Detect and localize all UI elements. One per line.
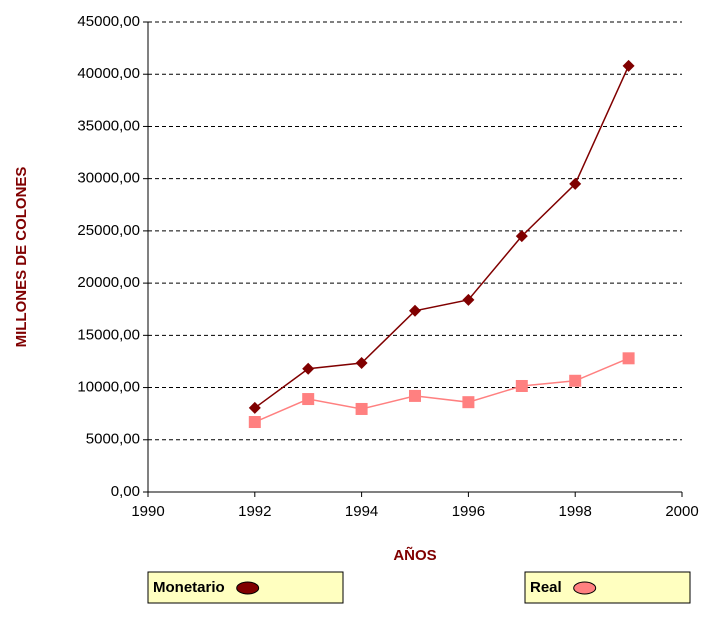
legend-label: Monetario xyxy=(153,579,225,596)
y-tick-label: 15000,00 xyxy=(77,326,140,343)
marker xyxy=(462,293,475,306)
x-axis-label: AÑOS xyxy=(393,546,436,564)
x-tick-label: 2000 xyxy=(665,503,698,520)
marker xyxy=(569,374,582,387)
legend-marker xyxy=(236,581,260,595)
legend-label: Real xyxy=(530,579,562,596)
marker xyxy=(515,379,528,392)
marker xyxy=(409,389,421,402)
x-tick-label: 1998 xyxy=(559,503,592,520)
marker xyxy=(248,416,261,429)
series-line xyxy=(254,65,630,409)
marker xyxy=(515,230,528,243)
marker xyxy=(622,352,635,365)
y-tick-label: 45000,00 xyxy=(77,13,140,30)
y-tick-label: 40000,00 xyxy=(77,65,140,82)
marker xyxy=(355,402,368,415)
y-tick-label: 10000,00 xyxy=(77,379,140,396)
marker xyxy=(622,59,635,72)
y-tick-label: 25000,00 xyxy=(77,222,140,239)
marker xyxy=(409,304,421,317)
x-tick-label: 1996 xyxy=(452,503,485,520)
marker xyxy=(462,396,475,409)
marker xyxy=(302,362,315,375)
series-line xyxy=(254,357,629,423)
marker xyxy=(248,401,261,414)
legend-box xyxy=(524,571,691,604)
legend-marker xyxy=(573,581,597,595)
marker xyxy=(302,393,315,406)
y-tick-label: 30000,00 xyxy=(77,170,140,187)
x-tick-label: 1992 xyxy=(238,503,271,520)
y-tick-label: 20000,00 xyxy=(77,274,140,291)
x-tick-label: 1994 xyxy=(345,503,378,520)
marker xyxy=(355,357,368,370)
x-tick-label: 1990 xyxy=(131,503,164,520)
y-tick-label: 5000,00 xyxy=(86,431,140,448)
y-tick-label: 0,00 xyxy=(111,483,140,500)
marker xyxy=(569,177,582,190)
y-axis-label: MILLONES DE COLONES xyxy=(13,167,30,348)
y-tick-label: 35000,00 xyxy=(77,117,140,134)
